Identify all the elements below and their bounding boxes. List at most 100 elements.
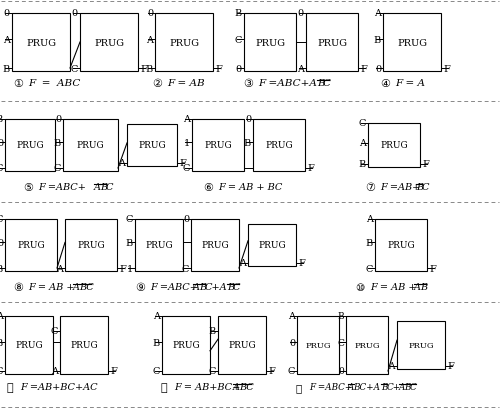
Text: ③: ③ [243, 79, 253, 89]
Bar [375, 220, 427, 271]
Text: B: B [338, 312, 344, 321]
Text: C: C [323, 79, 331, 88]
Bar [346, 316, 388, 374]
Bar [297, 316, 339, 374]
Text: PRUG: PRUG [15, 341, 43, 350]
Text: B: B [126, 238, 133, 247]
Text: C: C [410, 382, 417, 391]
Bar [253, 120, 305, 172]
Text: BC: BC [239, 382, 254, 391]
Text: C: C [233, 283, 240, 292]
Text: PRUG: PRUG [204, 141, 232, 150]
Bar [248, 225, 296, 266]
Text: ④: ④ [380, 79, 390, 89]
Bar [5, 120, 55, 172]
Bar [80, 14, 138, 72]
Text: ⑨: ⑨ [135, 282, 145, 292]
Text: C: C [50, 326, 58, 335]
Text: F: F [140, 64, 147, 73]
Text: ②: ② [152, 79, 162, 89]
Bar [5, 220, 57, 271]
Text: F: F [119, 264, 126, 273]
Bar [191, 220, 239, 271]
Text: PRUG: PRUG [70, 341, 98, 350]
Text: F =AB+: F =AB+ [380, 183, 420, 192]
Text: 0: 0 [236, 64, 242, 73]
Text: B: B [244, 139, 251, 148]
Bar [306, 14, 358, 72]
Text: ⑧: ⑧ [13, 282, 23, 292]
Text: 0: 0 [338, 366, 344, 375]
Text: C: C [106, 183, 114, 192]
Text: A: A [153, 312, 160, 321]
Text: F  =  ABC: F = ABC [28, 79, 80, 88]
Text: B: B [359, 160, 366, 169]
Text: C: C [182, 264, 189, 273]
Text: A: A [51, 366, 58, 375]
Text: C: C [366, 264, 373, 273]
Text: BC+A: BC+A [354, 382, 380, 391]
Text: PRUG: PRUG [380, 141, 408, 150]
Text: A: A [233, 382, 240, 391]
Text: A: A [118, 159, 125, 168]
Text: PRUG: PRUG [172, 341, 200, 350]
Text: 0: 0 [245, 115, 251, 124]
Text: 0: 0 [375, 64, 381, 73]
Text: A: A [348, 382, 354, 391]
Text: A: A [297, 64, 304, 73]
Text: C: C [0, 215, 3, 224]
Text: F: F [360, 64, 367, 73]
Text: C: C [152, 366, 160, 375]
Text: C: C [358, 119, 366, 128]
Text: ⑥: ⑥ [203, 182, 213, 193]
Text: B: B [235, 9, 242, 18]
Text: F = A: F = A [395, 79, 425, 88]
Text: A: A [183, 115, 190, 124]
Bar [244, 14, 296, 72]
Text: PRUG: PRUG [228, 341, 256, 350]
Text: A: A [388, 362, 395, 371]
Text: B: B [420, 283, 427, 292]
Text: PRUG: PRUG [138, 141, 166, 150]
Bar [368, 124, 420, 168]
Text: F =AB+BC+AC: F =AB+BC+AC [20, 382, 98, 391]
Bar [127, 125, 177, 166]
Text: F =ABC+A: F =ABC+A [258, 79, 317, 88]
Text: F: F [268, 366, 275, 375]
Text: C: C [337, 338, 344, 347]
Bar [383, 14, 441, 72]
Text: B: B [209, 326, 216, 335]
Text: A: A [366, 215, 373, 224]
Bar [135, 220, 183, 271]
Text: B: B [199, 283, 206, 292]
Text: ⑩: ⑩ [356, 282, 364, 292]
Text: 0: 0 [289, 338, 295, 347]
Text: C+: C+ [386, 382, 400, 391]
Text: A: A [193, 283, 200, 292]
Text: F: F [298, 259, 305, 268]
Text: B: B [100, 183, 107, 192]
Bar [5, 316, 53, 374]
Text: 0: 0 [298, 9, 304, 18]
Bar [218, 316, 266, 374]
Text: B: B [317, 79, 324, 88]
Text: 0: 0 [55, 115, 61, 124]
Text: BC: BC [79, 283, 94, 292]
Text: A: A [3, 36, 10, 45]
Text: C: C [126, 215, 133, 224]
Text: ⑪: ⑪ [6, 382, 14, 392]
Text: A: A [374, 9, 381, 18]
Text: A: A [146, 36, 153, 45]
Text: A: A [414, 283, 421, 292]
Text: 0: 0 [147, 9, 153, 18]
Text: B: B [153, 338, 160, 347]
Text: PRUG: PRUG [77, 241, 105, 250]
Text: C: C [54, 164, 61, 173]
Text: F = AB+BC+: F = AB+BC+ [174, 382, 240, 391]
Text: F: F [429, 264, 436, 273]
Text: F = AB +: F = AB + [370, 283, 416, 292]
Text: ⑤: ⑤ [23, 182, 33, 193]
Text: A: A [359, 139, 366, 148]
Text: A: A [288, 312, 295, 321]
Text: C: C [208, 366, 216, 375]
